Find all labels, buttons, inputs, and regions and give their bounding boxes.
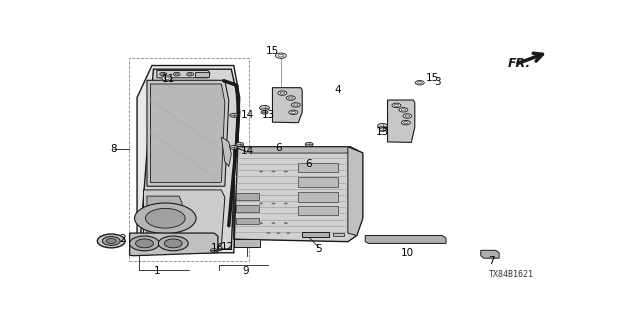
Circle shape	[284, 171, 288, 172]
Circle shape	[289, 110, 298, 115]
Circle shape	[379, 128, 386, 131]
Bar	[302, 232, 330, 237]
Circle shape	[134, 203, 196, 234]
Bar	[236, 193, 259, 200]
Text: 13: 13	[376, 127, 389, 137]
Polygon shape	[273, 88, 302, 123]
Text: 12: 12	[221, 242, 234, 252]
Polygon shape	[143, 190, 225, 245]
Text: 13: 13	[262, 110, 275, 120]
Circle shape	[136, 239, 154, 248]
Text: FR.: FR.	[508, 57, 531, 69]
Polygon shape	[221, 137, 231, 166]
Circle shape	[158, 236, 188, 251]
Polygon shape	[150, 84, 225, 182]
Text: 14: 14	[241, 110, 254, 120]
Circle shape	[392, 103, 401, 108]
Text: 16: 16	[211, 243, 225, 253]
Text: TX84B1621: TX84B1621	[489, 270, 534, 279]
Polygon shape	[348, 147, 363, 236]
Text: 6: 6	[305, 159, 312, 169]
Circle shape	[106, 238, 116, 244]
Circle shape	[211, 249, 218, 252]
Circle shape	[286, 96, 295, 100]
Bar	[298, 177, 338, 187]
Circle shape	[378, 124, 388, 128]
Circle shape	[415, 81, 424, 85]
Circle shape	[284, 222, 288, 224]
Circle shape	[145, 208, 185, 228]
Text: 2: 2	[119, 234, 125, 244]
Bar	[333, 233, 344, 236]
Bar	[234, 239, 260, 247]
Circle shape	[399, 108, 408, 112]
Circle shape	[259, 203, 263, 204]
Text: 11: 11	[162, 74, 175, 84]
Polygon shape	[137, 66, 240, 253]
Polygon shape	[365, 236, 446, 244]
Circle shape	[230, 113, 237, 117]
Circle shape	[164, 239, 182, 248]
Text: 5: 5	[315, 244, 321, 254]
Polygon shape	[388, 100, 415, 142]
Circle shape	[291, 103, 300, 107]
Bar	[236, 205, 259, 212]
Circle shape	[271, 171, 275, 172]
Text: 4: 4	[335, 85, 341, 95]
Text: 15: 15	[426, 73, 439, 83]
Circle shape	[278, 91, 287, 95]
Polygon shape	[129, 233, 218, 256]
Circle shape	[305, 142, 313, 146]
Circle shape	[275, 53, 286, 58]
Circle shape	[286, 232, 291, 234]
Circle shape	[401, 120, 410, 125]
Circle shape	[173, 72, 180, 76]
Polygon shape	[147, 80, 229, 186]
Text: 14: 14	[241, 146, 254, 156]
Circle shape	[102, 236, 120, 245]
Circle shape	[266, 232, 271, 234]
Polygon shape	[481, 250, 499, 258]
Bar	[298, 206, 338, 215]
Circle shape	[271, 222, 275, 224]
Polygon shape	[140, 69, 237, 249]
Circle shape	[260, 105, 269, 110]
Text: 9: 9	[243, 266, 250, 276]
Circle shape	[403, 114, 412, 118]
Circle shape	[97, 234, 125, 248]
Bar	[298, 163, 338, 172]
Text: 15: 15	[266, 46, 278, 56]
Text: 3: 3	[434, 76, 440, 86]
Circle shape	[130, 236, 159, 251]
Text: 10: 10	[401, 248, 414, 258]
Bar	[195, 72, 209, 77]
Circle shape	[236, 142, 244, 146]
Polygon shape	[234, 147, 363, 242]
Circle shape	[284, 203, 288, 204]
Text: 8: 8	[111, 144, 117, 154]
Circle shape	[230, 145, 237, 149]
Text: 6: 6	[275, 143, 282, 153]
Circle shape	[160, 72, 167, 76]
Circle shape	[259, 222, 263, 224]
Polygon shape	[234, 147, 363, 153]
Text: 1: 1	[154, 266, 160, 276]
Circle shape	[187, 72, 193, 76]
Circle shape	[261, 111, 268, 114]
Bar	[236, 218, 259, 224]
Circle shape	[271, 203, 275, 204]
Polygon shape	[147, 196, 182, 242]
Text: 7: 7	[488, 256, 495, 266]
Bar	[298, 192, 338, 202]
Circle shape	[259, 171, 263, 172]
Circle shape	[162, 76, 172, 81]
Polygon shape	[157, 70, 210, 78]
Circle shape	[276, 232, 280, 234]
